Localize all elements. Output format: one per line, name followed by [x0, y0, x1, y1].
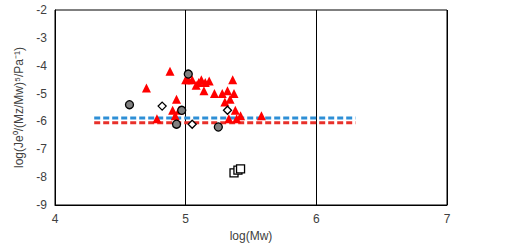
svg-text:7: 7	[444, 212, 451, 226]
svg-text:-2: -2	[36, 3, 47, 17]
svg-text:log(Je⁰/(Mz/Mw)⁵/Pa⁻¹): log(Je⁰/(Mz/Mw)⁵/Pa⁻¹)	[12, 47, 26, 168]
svg-text:6: 6	[313, 212, 320, 226]
svg-text:5: 5	[182, 212, 189, 226]
svg-text:-6: -6	[36, 114, 47, 128]
svg-text:-7: -7	[36, 142, 47, 156]
svg-text:-9: -9	[36, 198, 47, 212]
svg-text:-5: -5	[36, 87, 47, 101]
svg-text:4: 4	[52, 212, 59, 226]
svg-text:-8: -8	[36, 170, 47, 184]
svg-text:-4: -4	[36, 59, 47, 73]
svg-text:-3: -3	[36, 31, 47, 45]
svg-text:log(Mw): log(Mw)	[230, 229, 273, 243]
